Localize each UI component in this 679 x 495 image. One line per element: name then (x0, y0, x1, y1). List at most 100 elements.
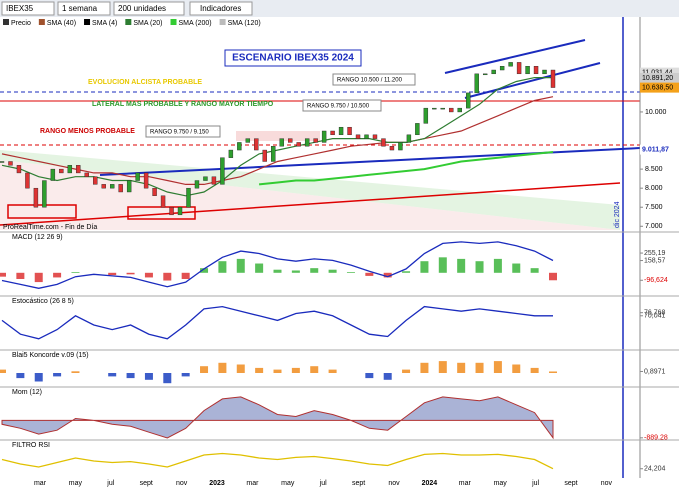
candle (457, 107, 462, 113)
x-tick-label: mar (246, 480, 259, 487)
low-box (7, 204, 77, 219)
indicator-line (1, 241, 554, 289)
candle (109, 184, 115, 189)
momentum-area (1, 396, 554, 440)
hist-bar (291, 270, 300, 273)
period-box[interactable] (57, 1, 111, 16)
candle (228, 149, 234, 158)
x-tick-label: mar (34, 480, 47, 487)
candle (432, 107, 437, 110)
hist-bar (16, 373, 25, 379)
candle (186, 187, 191, 208)
hist-bar (549, 371, 557, 373)
panel-title: FILTRO RSI (12, 442, 50, 449)
candle (415, 123, 420, 136)
candle (271, 146, 276, 162)
hist-bar (71, 371, 80, 373)
symbol-box[interactable] (1, 1, 55, 16)
hist-bar (34, 373, 43, 382)
hist-bar (328, 369, 337, 373)
x-tick-label: jul (106, 480, 114, 487)
candle (237, 142, 242, 151)
hist-bar (218, 261, 227, 273)
panel-title: MACD (12 26 9) (12, 234, 63, 241)
hist-bar (475, 261, 484, 273)
price-tag (640, 144, 679, 155)
hist-bar (420, 362, 429, 373)
candle (355, 134, 361, 139)
hist-bar (255, 367, 264, 373)
candle (67, 165, 73, 174)
price-tag (640, 67, 679, 78)
indicators-box[interactable] (189, 1, 253, 16)
trend-line (444, 39, 586, 74)
candle (135, 172, 140, 181)
hist-bar (328, 269, 337, 273)
hist-bar (181, 272, 190, 279)
range-box (236, 131, 320, 141)
candle (245, 138, 251, 143)
x-tick-label: mar (459, 480, 472, 487)
indicator-line (1, 305, 553, 340)
legend-item: SMA (40) (47, 20, 76, 27)
x-tick-label: jul (531, 480, 539, 487)
range-label-box (145, 125, 221, 138)
hist-bar (144, 373, 153, 380)
candle (169, 207, 174, 216)
hist-bar (16, 272, 25, 279)
hist-bar (530, 268, 539, 273)
hist-bar (218, 362, 227, 373)
value-tag: 255,19 (644, 250, 666, 257)
hist-bar (200, 268, 209, 273)
range-label: RANGO 9.750 / 9.150 (150, 130, 209, 136)
hist-bar (71, 272, 80, 273)
candle (499, 66, 505, 71)
legend-item: SMA (120) (228, 20, 261, 27)
candle (491, 69, 496, 75)
candle (160, 195, 166, 208)
candle (8, 161, 13, 166)
price-tag (640, 72, 679, 83)
y-tick-label: 10.000 (645, 109, 667, 116)
candle (330, 130, 335, 136)
hist-bar (457, 258, 466, 273)
y-tick-label: 8.500 (645, 166, 663, 173)
range-label-box (302, 99, 382, 112)
candle (313, 138, 318, 143)
candle (533, 66, 539, 75)
candle (220, 157, 225, 185)
hist-bar (163, 272, 172, 281)
candle (25, 172, 30, 189)
legend-item: Precio (11, 20, 31, 27)
candle (508, 62, 513, 67)
hist-bar (346, 272, 355, 273)
candle (42, 180, 47, 208)
panel-title: Estocástico (26 8 5) (12, 298, 74, 305)
future-label: dic 2024 (614, 201, 621, 228)
candle (211, 176, 217, 185)
hist-bar (512, 364, 521, 373)
hist-bar (475, 362, 484, 373)
x-tick-label: may (494, 480, 508, 487)
units-box[interactable] (113, 1, 185, 16)
hist-bar (144, 272, 153, 278)
x-tick-label: sept (140, 480, 153, 487)
y-tick-label: 7.500 (645, 204, 663, 211)
legend-swatch (84, 19, 91, 25)
candle (398, 142, 403, 151)
value-tag: -889,28 (644, 435, 668, 442)
hist-bar (163, 373, 172, 384)
candle (262, 149, 267, 162)
candle (0, 161, 5, 163)
hist-bar (420, 261, 429, 273)
candle (288, 138, 293, 143)
value-tag: -96,624 (644, 277, 668, 284)
value-tag: 158,57 (644, 257, 666, 264)
x-tick-label: sept (352, 480, 365, 487)
candle (347, 126, 352, 136)
legend-item: SMA (20) (133, 20, 162, 27)
lateral-note: LATERAL MAS PROBABLE Y RANGO MAYOR TIEMP… (92, 101, 274, 108)
candle (389, 146, 395, 151)
legend-swatch (170, 19, 177, 25)
hist-bar (181, 373, 190, 377)
